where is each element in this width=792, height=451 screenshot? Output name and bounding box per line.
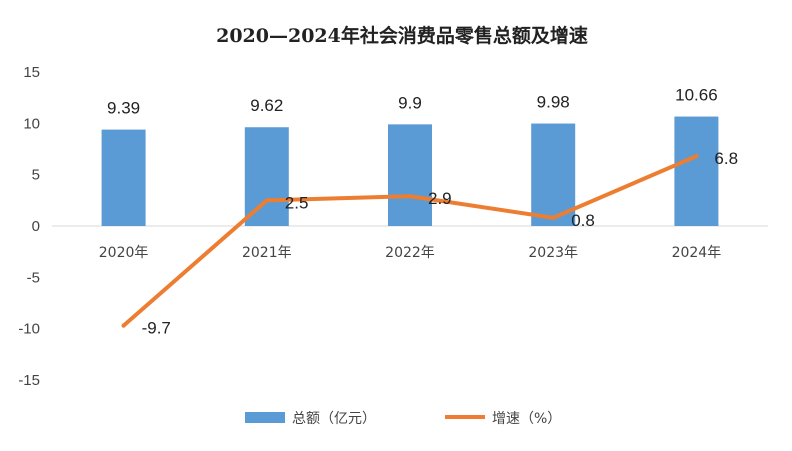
y-tick-label: -10 xyxy=(18,321,40,338)
bar-data-label: 9.39 xyxy=(107,99,140,118)
line-data-label: 0.8 xyxy=(571,211,595,230)
legend-label-line: 增速（%） xyxy=(492,411,561,427)
y-tick-label: 0 xyxy=(32,218,40,235)
legend-swatch-bar xyxy=(245,412,285,423)
y-axis-ticks: 15 10 5 0 -5 -10 -15 xyxy=(18,64,40,389)
line-point xyxy=(121,323,126,328)
y-tick-label: -15 xyxy=(18,372,40,389)
x-tick-label: 2020年 xyxy=(99,245,149,261)
line-data-label: 6.8 xyxy=(714,149,738,168)
line-point xyxy=(264,198,269,203)
x-tick-label: 2023年 xyxy=(528,245,578,261)
y-tick-label: -5 xyxy=(27,269,40,286)
bar xyxy=(101,129,146,226)
bar-data-label: 9.62 xyxy=(250,96,283,115)
bar-data-label: 9.98 xyxy=(537,93,570,112)
bar xyxy=(388,124,432,226)
line-point xyxy=(408,194,412,199)
bar xyxy=(531,123,576,226)
line-data-label: -9.7 xyxy=(142,319,171,338)
chart-title: 2020—2024年社会消费品零售总额及增速 xyxy=(216,24,588,47)
bar-data-labels: 9.39 9.62 9.9 9.98 10.66 xyxy=(107,86,718,118)
bar xyxy=(244,127,289,226)
y-tick-label: 10 xyxy=(23,115,40,132)
line-data-label: 2.5 xyxy=(285,193,309,212)
legend: 总额（亿元） 增速（%） xyxy=(245,411,561,427)
legend-label-bar: 总额（亿元） xyxy=(292,411,376,427)
bar-data-label: 10.66 xyxy=(675,86,718,105)
x-axis-ticks: 2020年 2021年 2022年 2023年 2024年 xyxy=(99,245,721,261)
line-data-label: 2.9 xyxy=(428,189,452,208)
x-tick-label: 2024年 xyxy=(672,245,722,261)
bar-data-label: 9.9 xyxy=(398,93,422,112)
line-point xyxy=(551,215,556,220)
line-point xyxy=(694,154,699,159)
x-tick-label: 2021年 xyxy=(242,245,292,261)
line-series xyxy=(121,154,699,328)
y-tick-label: 5 xyxy=(32,167,40,184)
y-tick-label: 15 xyxy=(23,64,40,81)
bar xyxy=(674,116,719,226)
line-data-labels: -9.7 2.5 2.9 0.8 6.8 xyxy=(142,149,738,337)
x-tick-label: 2022年 xyxy=(385,245,435,261)
bar-series xyxy=(101,116,719,226)
